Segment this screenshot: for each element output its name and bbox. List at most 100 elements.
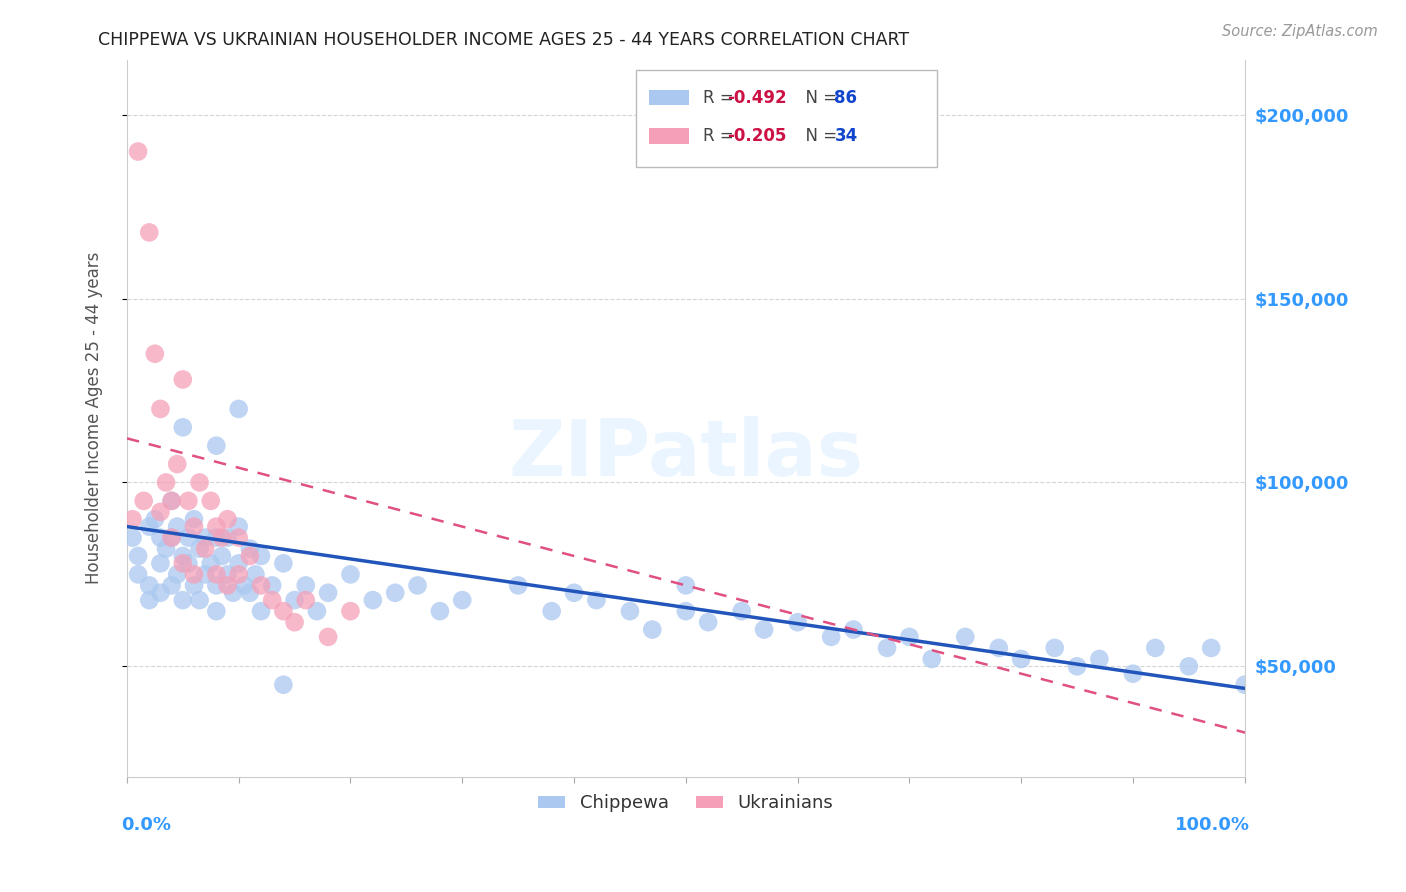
- Point: [562, 586, 585, 600]
- Point: [183, 567, 205, 582]
- Point: [294, 593, 316, 607]
- Point: [1066, 659, 1088, 673]
- Text: R =: R =: [703, 88, 738, 107]
- Point: [284, 593, 307, 607]
- Point: [675, 604, 697, 618]
- Point: [205, 578, 228, 592]
- Point: [149, 531, 172, 545]
- Point: [177, 493, 200, 508]
- Point: [316, 586, 339, 600]
- Point: [731, 604, 754, 618]
- Point: [1178, 659, 1201, 673]
- Point: [1122, 666, 1144, 681]
- Point: [339, 567, 361, 582]
- Point: [211, 531, 233, 545]
- Point: [160, 493, 183, 508]
- Point: [143, 347, 166, 361]
- Point: [194, 567, 217, 582]
- Point: [294, 578, 316, 592]
- Point: [955, 630, 977, 644]
- FancyBboxPatch shape: [636, 70, 938, 167]
- Point: [149, 586, 172, 600]
- Point: [339, 604, 361, 618]
- Point: [1043, 640, 1066, 655]
- Point: [177, 557, 200, 571]
- Text: CHIPPEWA VS UKRAINIAN HOUSEHOLDER INCOME AGES 25 - 44 YEARS CORRELATION CHART: CHIPPEWA VS UKRAINIAN HOUSEHOLDER INCOME…: [98, 31, 910, 49]
- Legend: Chippewa, Ukrainians: Chippewa, Ukrainians: [529, 785, 842, 822]
- Point: [697, 615, 720, 630]
- Point: [205, 604, 228, 618]
- Text: N =: N =: [796, 128, 842, 145]
- Point: [200, 493, 222, 508]
- Text: 0.0%: 0.0%: [121, 816, 172, 834]
- Point: [149, 401, 172, 416]
- FancyBboxPatch shape: [650, 90, 689, 105]
- Point: [183, 578, 205, 592]
- Text: 100.0%: 100.0%: [1175, 816, 1250, 834]
- Point: [172, 557, 194, 571]
- Point: [205, 439, 228, 453]
- Point: [228, 519, 250, 533]
- Point: [155, 541, 177, 556]
- Point: [217, 578, 239, 592]
- Point: [166, 457, 188, 471]
- Point: [451, 593, 474, 607]
- Text: Source: ZipAtlas.com: Source: ZipAtlas.com: [1222, 24, 1378, 39]
- Point: [149, 557, 172, 571]
- Point: [284, 615, 307, 630]
- Point: [1144, 640, 1167, 655]
- Text: N =: N =: [796, 88, 842, 107]
- Point: [233, 578, 256, 592]
- Point: [132, 493, 155, 508]
- Text: ZIPatlas: ZIPatlas: [509, 416, 863, 492]
- Point: [188, 541, 211, 556]
- Point: [585, 593, 607, 607]
- Point: [228, 557, 250, 571]
- Point: [1088, 652, 1111, 666]
- Text: -0.492: -0.492: [727, 88, 787, 107]
- Point: [222, 586, 245, 600]
- Point: [228, 531, 250, 545]
- Text: 34: 34: [835, 128, 858, 145]
- Point: [205, 567, 228, 582]
- Point: [194, 531, 217, 545]
- Point: [361, 593, 384, 607]
- Point: [155, 475, 177, 490]
- Point: [138, 593, 160, 607]
- Point: [239, 549, 262, 563]
- Point: [262, 578, 284, 592]
- Point: [205, 519, 228, 533]
- Point: [183, 519, 205, 533]
- Point: [752, 623, 775, 637]
- Point: [228, 401, 250, 416]
- Point: [138, 519, 160, 533]
- Point: [250, 549, 273, 563]
- Point: [239, 586, 262, 600]
- Point: [876, 640, 898, 655]
- Point: [921, 652, 943, 666]
- Point: [273, 557, 295, 571]
- Point: [188, 593, 211, 607]
- FancyBboxPatch shape: [650, 128, 689, 145]
- Point: [217, 512, 239, 526]
- Point: [1199, 640, 1222, 655]
- Point: [842, 623, 865, 637]
- Point: [172, 593, 194, 607]
- Point: [540, 604, 562, 618]
- Point: [138, 578, 160, 592]
- Point: [262, 593, 284, 607]
- Point: [127, 549, 149, 563]
- Point: [1233, 678, 1256, 692]
- Point: [143, 512, 166, 526]
- Point: [183, 512, 205, 526]
- Point: [217, 531, 239, 545]
- Text: 86: 86: [835, 88, 858, 107]
- Point: [160, 531, 183, 545]
- Point: [138, 226, 160, 240]
- Point: [160, 493, 183, 508]
- Point: [160, 578, 183, 592]
- Point: [149, 505, 172, 519]
- Point: [166, 519, 188, 533]
- Point: [675, 578, 697, 592]
- Point: [205, 531, 228, 545]
